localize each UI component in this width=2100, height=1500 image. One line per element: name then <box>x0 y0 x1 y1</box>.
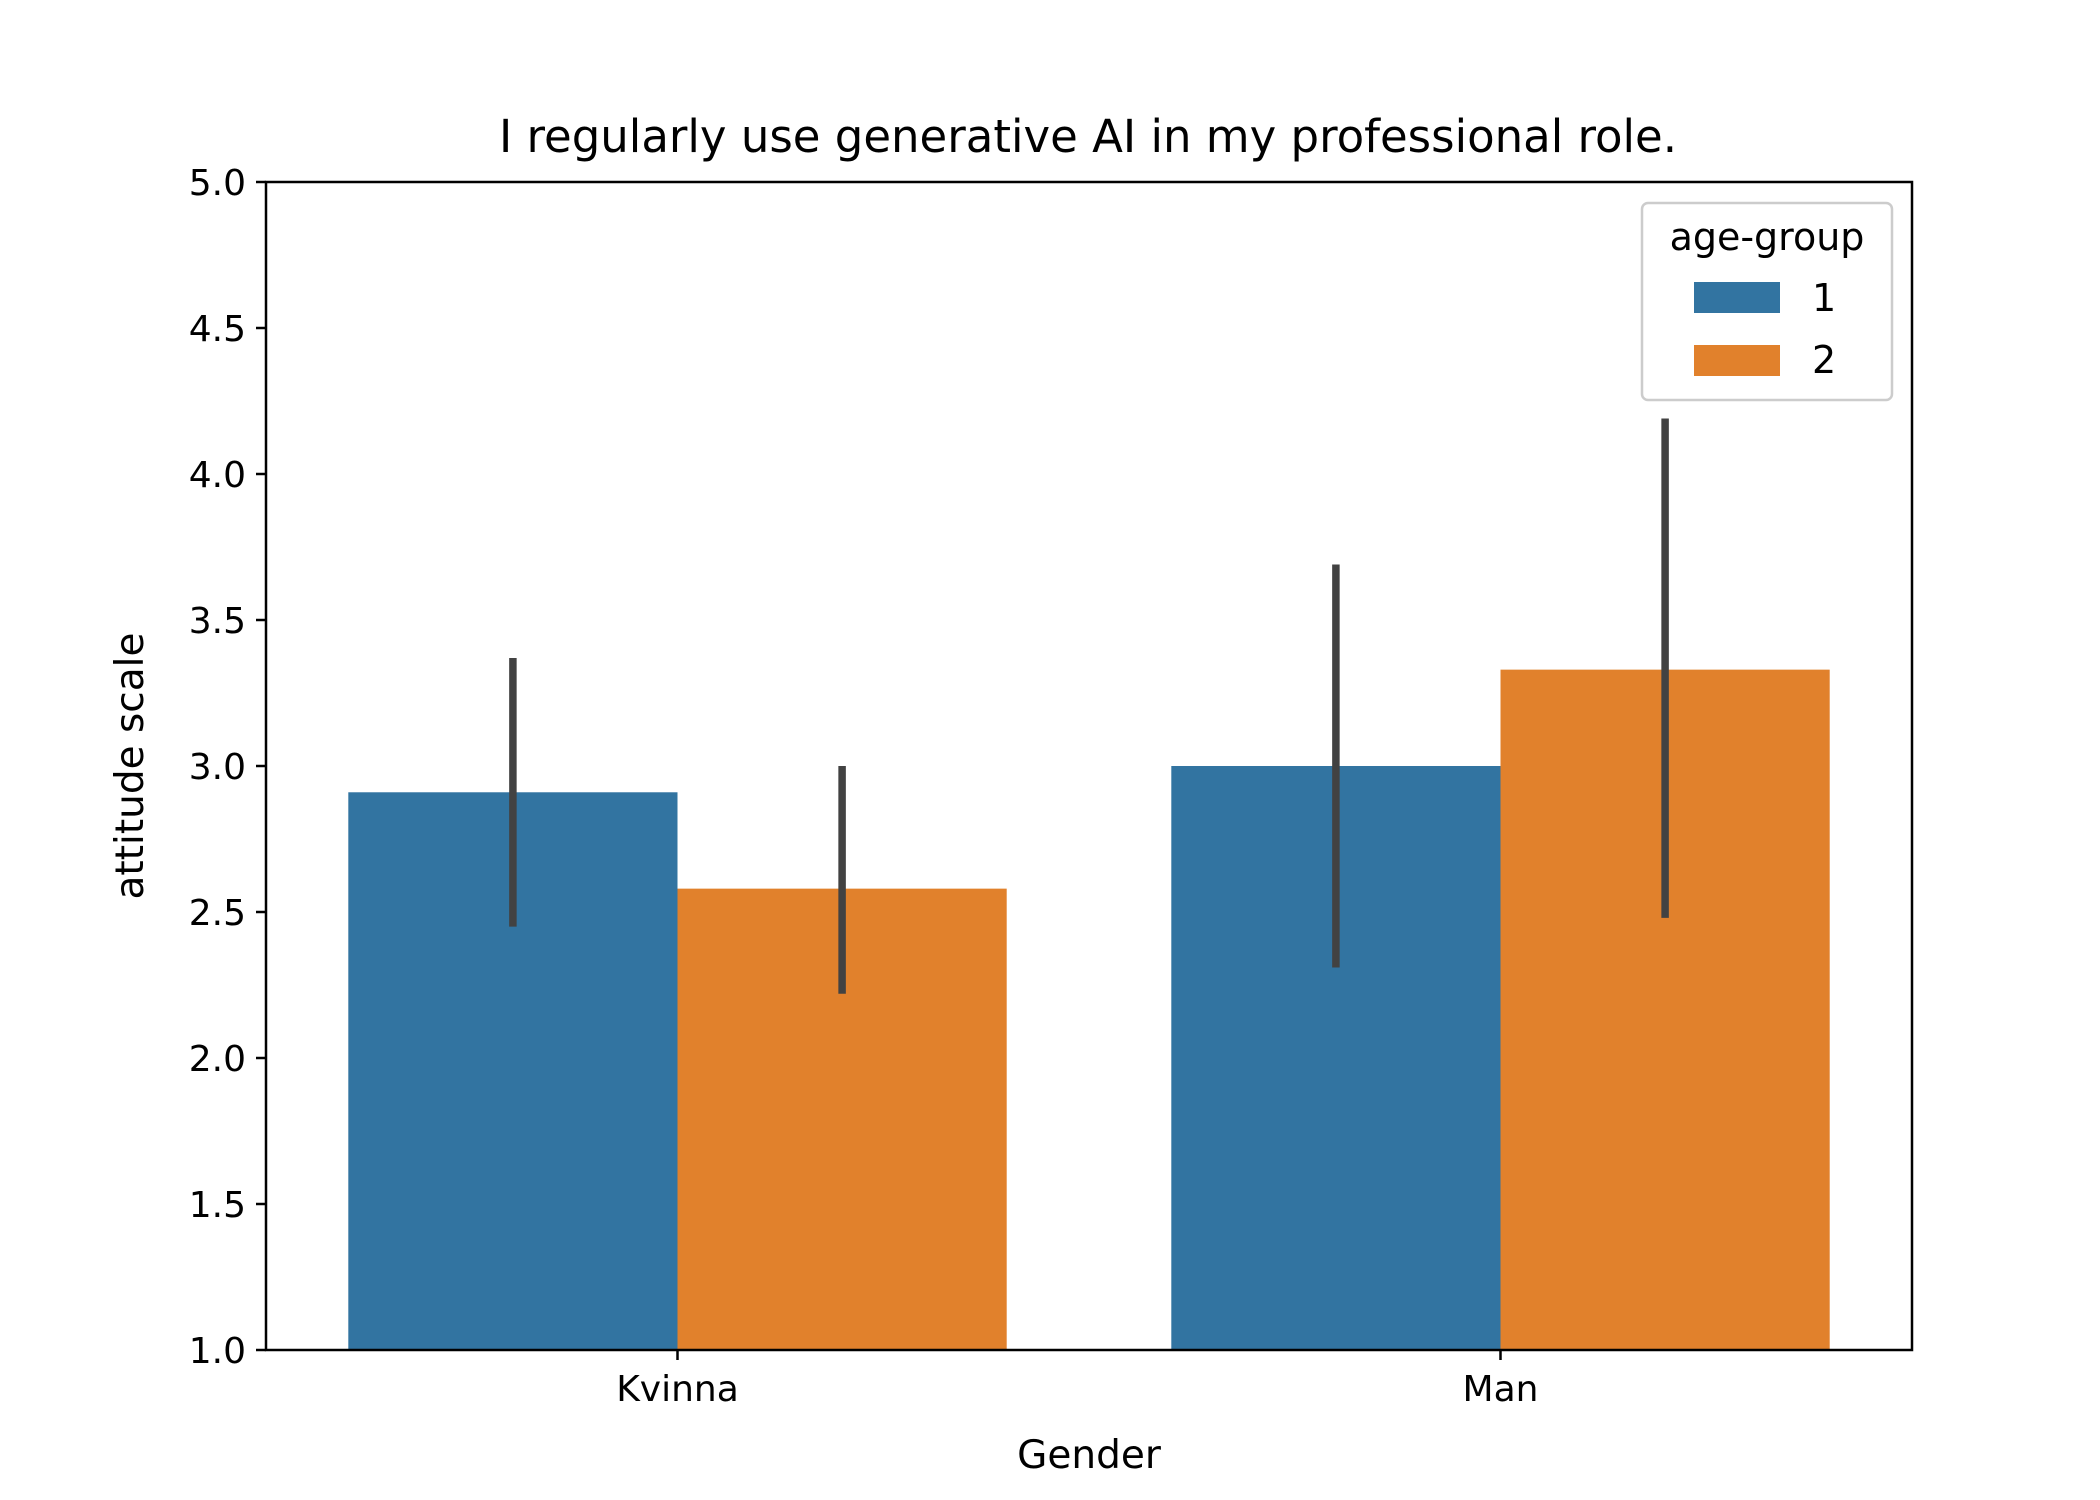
chart-title: I regularly use generative AI in my prof… <box>499 110 1677 163</box>
legend-swatch-2 <box>1694 345 1780 376</box>
legend: age-group 1 2 <box>1640 201 1894 402</box>
x-tick-label-kvinna: Kvinna <box>616 1369 739 1410</box>
x-axis-ticks: Kvinna Man <box>616 1350 1538 1410</box>
y-axis-label: attitude scale <box>108 633 153 900</box>
y-tick-label: 5.0 <box>189 163 246 204</box>
axes-frame <box>264 180 1914 1352</box>
y-tick-label: 4.0 <box>189 455 246 496</box>
y-tick-label: 3.0 <box>189 747 246 788</box>
legend-swatch-1 <box>1694 282 1780 313</box>
legend-label-2: 2 <box>1812 338 1836 382</box>
y-tick-label: 2.5 <box>189 893 246 934</box>
y-tick-label: 3.5 <box>189 601 246 642</box>
plot-area <box>348 418 1830 1350</box>
y-tick-label: 1.0 <box>189 1331 246 1372</box>
y-tick-label: 4.5 <box>189 309 246 350</box>
y-tick-label: 2.0 <box>189 1039 246 1080</box>
y-axis-ticks: 1.0 1.5 2.0 2.5 3.0 3.5 4.0 4.5 5.0 <box>189 163 266 1372</box>
legend-title: age-group <box>1670 215 1865 259</box>
x-tick-label-man: Man <box>1463 1369 1539 1410</box>
legend-label-1: 1 <box>1812 276 1836 320</box>
y-tick-label: 1.5 <box>189 1185 246 1226</box>
x-axis-label: Gender <box>1017 1433 1162 1478</box>
